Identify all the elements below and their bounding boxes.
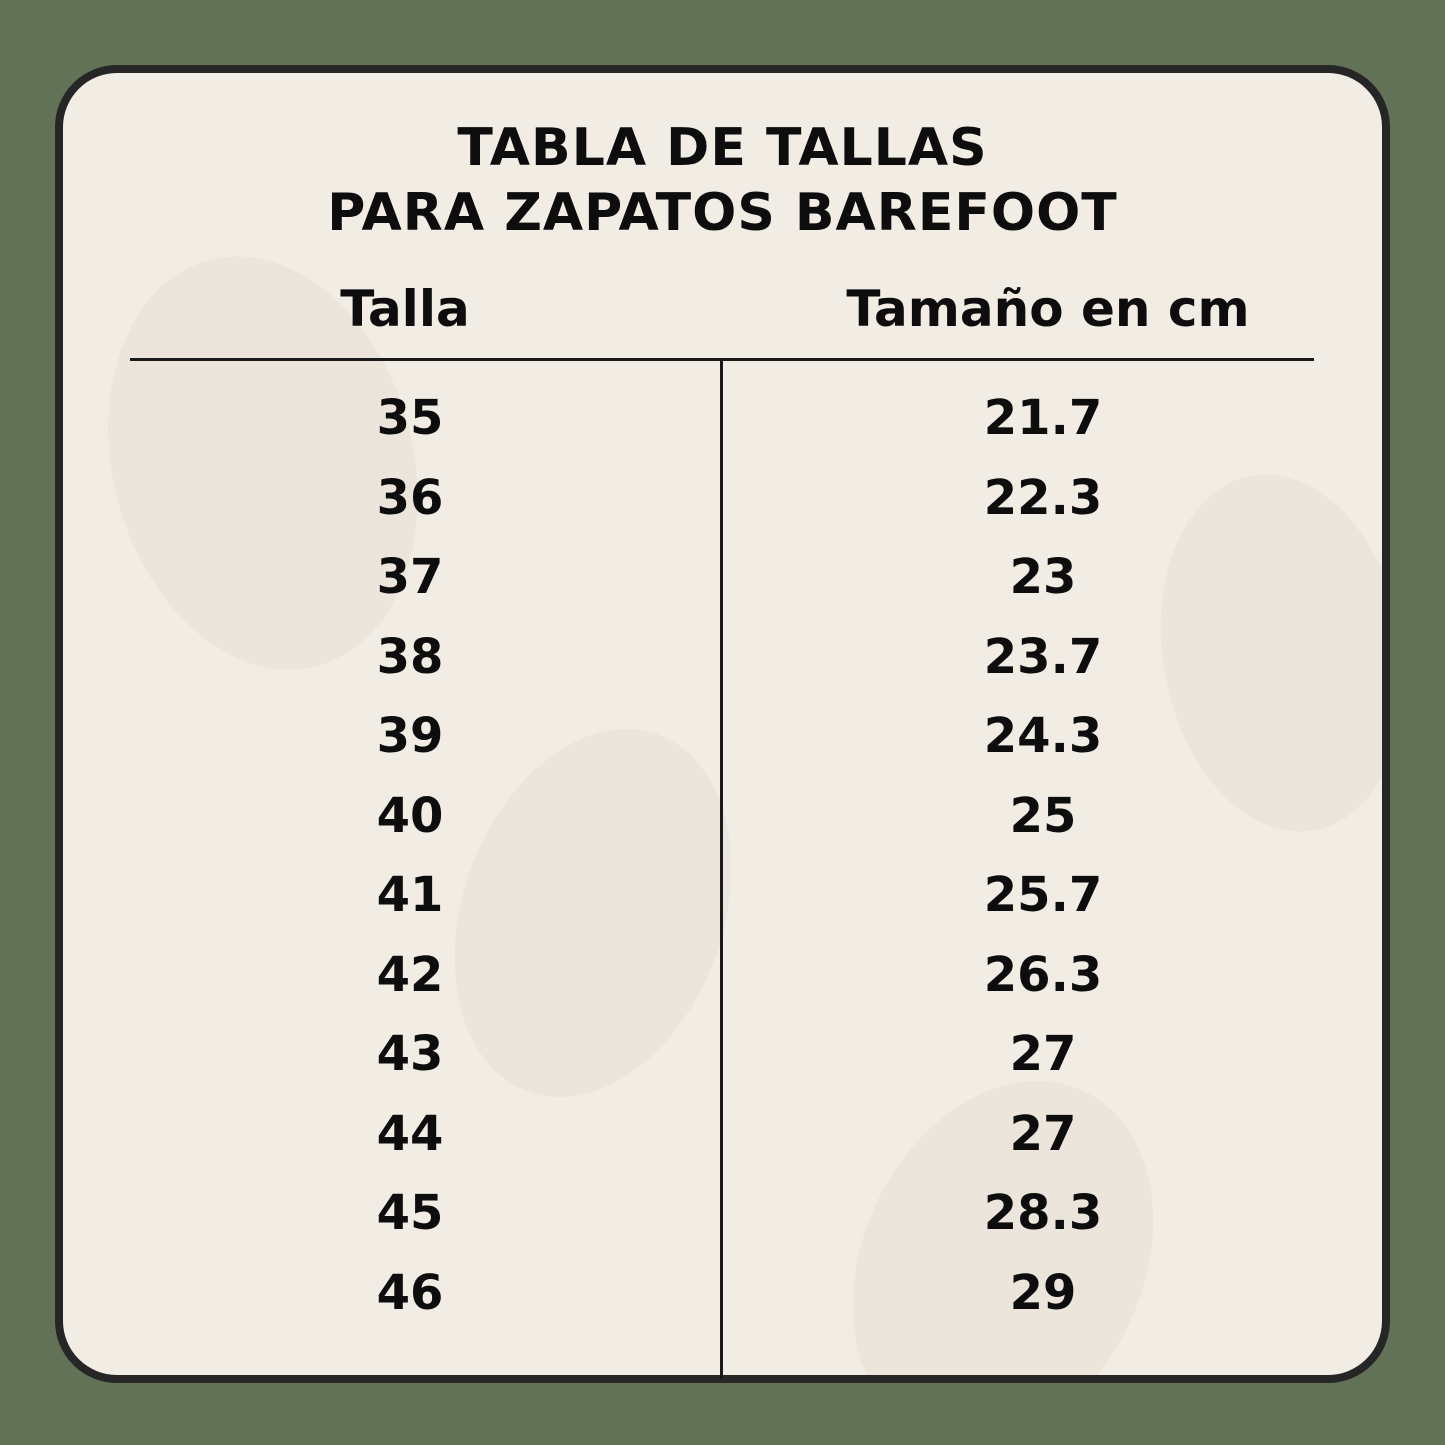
length-cell: 24.3 <box>983 708 1103 764</box>
length-cell: 23.7 <box>983 628 1103 685</box>
size-cell: 35 <box>376 390 444 446</box>
length-cell: 29 <box>1009 1264 1077 1321</box>
size-cell: 39 <box>376 708 444 764</box>
size-cell: 40 <box>376 787 444 844</box>
length-cell: 27 <box>1009 1026 1077 1082</box>
size-cell: 36 <box>376 469 444 526</box>
size-cell: 42 <box>376 946 444 1003</box>
column-header-length: Tamaño en cm <box>846 280 1250 338</box>
length-cell: 26.3 <box>983 946 1103 1003</box>
size-cell: 46 <box>376 1264 444 1321</box>
size-cell: 37 <box>376 549 444 605</box>
length-cell: 22.3 <box>983 469 1103 526</box>
length-cell: 25 <box>1009 787 1077 844</box>
length-cell: 25.7 <box>983 867 1103 923</box>
length-cell: 28.3 <box>983 1185 1103 1241</box>
size-cell: 38 <box>376 628 444 685</box>
size-cell: 45 <box>376 1185 444 1241</box>
length-cell: 23 <box>1009 549 1077 605</box>
size-cell: 43 <box>376 1026 444 1082</box>
size-cell: 41 <box>376 867 444 923</box>
column-divider <box>720 359 723 1379</box>
title-line-1: TABLA DE TALLAS <box>457 118 988 178</box>
title-line-2: PARA ZAPATOS BAREFOOT <box>327 183 1118 243</box>
column-header-size: Talla <box>340 280 470 338</box>
length-cell: 21.7 <box>983 390 1103 446</box>
length-cell: 27 <box>1009 1105 1077 1162</box>
size-cell: 44 <box>376 1105 444 1162</box>
